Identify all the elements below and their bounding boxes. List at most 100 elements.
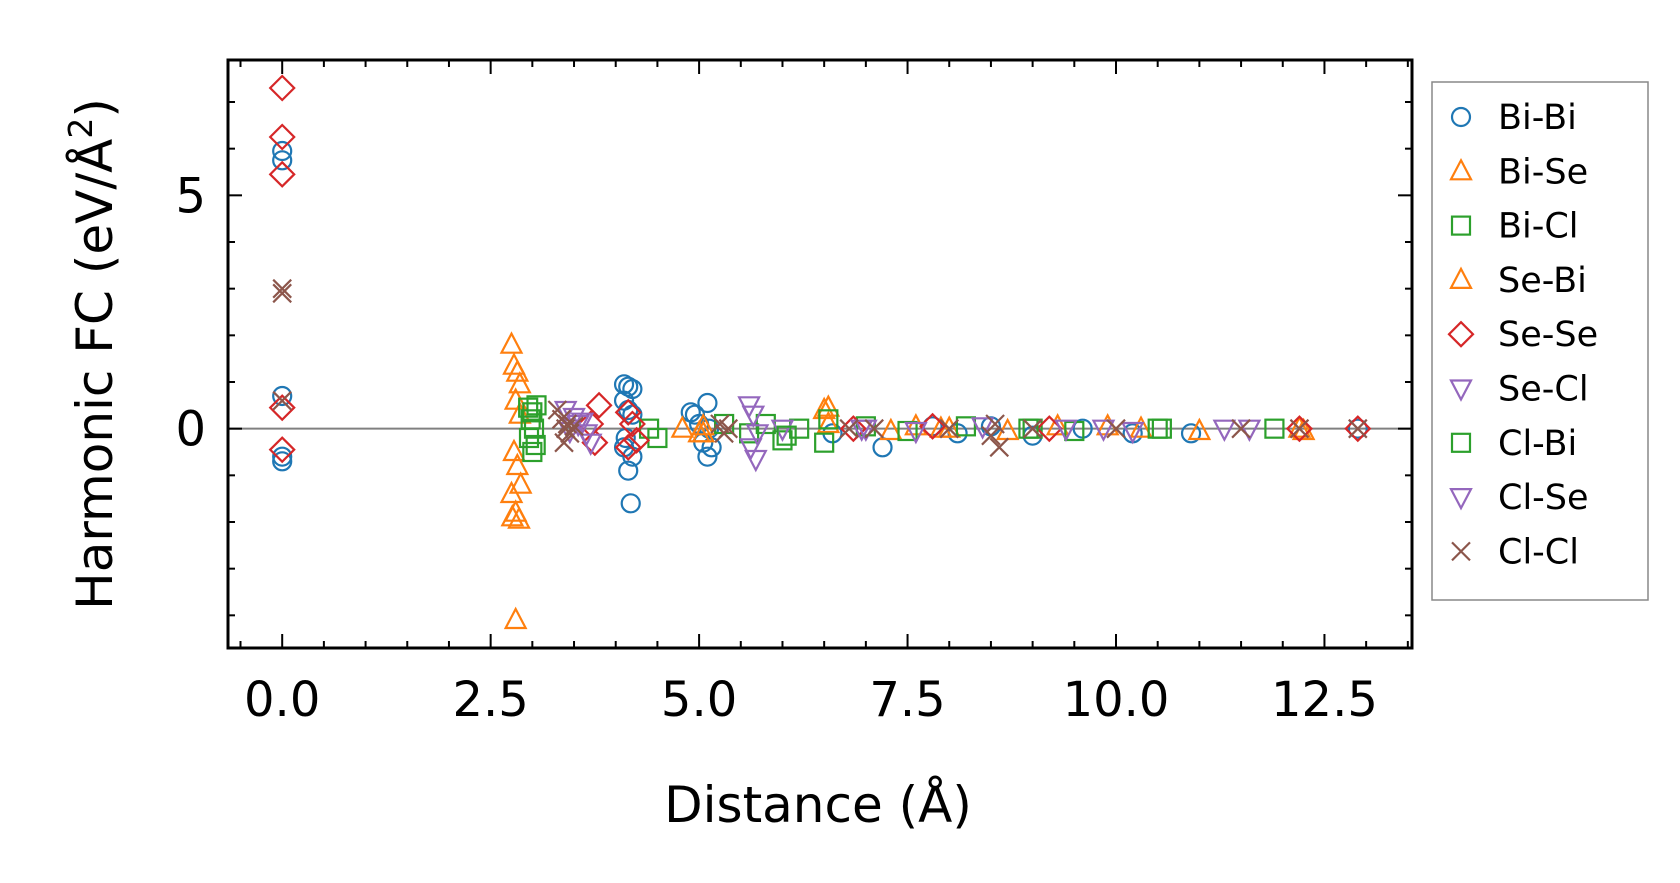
data-point-bi-bi	[618, 460, 639, 481]
data-point-bi-se	[1287, 415, 1312, 438]
data-point-cl-cl	[1289, 418, 1310, 439]
data-point-cl-cl	[1022, 418, 1043, 439]
data-point-cl-cl	[985, 414, 1005, 434]
data-point-bi-cl	[1264, 418, 1285, 439]
data-point-cl-cl	[554, 432, 574, 453]
data-point-bi-cl	[518, 427, 540, 449]
data-point-bi-cl	[647, 427, 668, 449]
axis-ticks: 0.0 2.5 5.0 7.5 10.0 12.5 0 5	[175, 60, 1412, 728]
data-point-se-se	[1285, 415, 1313, 443]
legend-label-cl-se: Cl-Se	[1498, 478, 1589, 518]
data-points	[268, 74, 1372, 630]
legend-frame	[1431, 81, 1649, 601]
data-point-bi-bi	[697, 446, 718, 467]
legend-marker-cl-se	[1449, 488, 1473, 511]
x-tick-label: 5.0	[661, 672, 737, 728]
legend-marker-cl-bi	[1450, 432, 1472, 453]
data-point-cl-cl	[1106, 418, 1126, 439]
data-point-bi-cl	[525, 434, 546, 456]
legend-label-bi-se: Bi-Se	[1498, 152, 1588, 192]
data-point-se-se	[581, 429, 609, 457]
legend-marker-bi-se	[1449, 157, 1473, 181]
data-point-bi-cl	[955, 416, 977, 437]
data-point-bi-bi	[272, 446, 293, 467]
legend-label-se-se: Se-Se	[1498, 315, 1598, 355]
data-point-bi-se	[1129, 415, 1153, 438]
legend-marker-bi-bi	[1450, 106, 1472, 128]
data-point-se-se	[268, 394, 296, 422]
data-point-cl-cl	[718, 418, 739, 439]
data-point-bi-se	[508, 471, 533, 494]
data-point-bi-se	[879, 417, 903, 441]
legend-label-cl-bi: Cl-Bi	[1498, 424, 1577, 464]
x-tick-label: 12.5	[1271, 672, 1378, 728]
data-point-se-se	[614, 398, 642, 426]
data-point-bi-bi	[620, 493, 641, 514]
legend-label-cl-cl: Cl-Cl	[1498, 532, 1579, 572]
legend-marker-se-cl	[1449, 379, 1473, 402]
data-point-se-se	[268, 74, 296, 102]
data-point-se-se	[618, 410, 646, 438]
x-tick-label: 7.5	[869, 672, 945, 728]
data-point-se-cl	[738, 438, 763, 461]
data-point-cl-cl	[564, 416, 584, 437]
data-point-bi-se	[691, 412, 716, 436]
data-point-bi-se	[503, 606, 528, 630]
data-point-bi-cl	[522, 441, 543, 463]
data-point-bi-se	[505, 359, 530, 382]
series-cl-cl	[272, 278, 1368, 458]
data-point-se-cl	[1054, 419, 1078, 443]
data-point-se-cl	[904, 421, 928, 445]
data-point-bi-se	[499, 480, 524, 504]
data-point-bi-se	[670, 415, 695, 438]
data-point-bi-cl	[814, 432, 835, 453]
x-axis-label: Distance (Å)	[664, 776, 972, 834]
data-point-cl-cl	[1348, 418, 1368, 439]
data-point-cl-cl	[557, 414, 578, 434]
data-point-se-cl	[745, 424, 770, 447]
data-point-se-cl	[578, 433, 603, 457]
data-point-cl-bi	[1018, 418, 1039, 439]
y-tick-label: 0	[175, 402, 206, 458]
x-tick-label: 0.0	[244, 672, 320, 728]
data-point-bi-se	[812, 396, 836, 420]
data-point-bi-se	[500, 503, 525, 527]
legend-label-se-cl: Se-Cl	[1498, 370, 1589, 410]
data-point-se-se	[268, 436, 296, 464]
legend-marker-se-se	[1447, 320, 1475, 348]
y-axis-label: Harmonic FC (eV/Å2)	[61, 98, 124, 610]
data-point-cl-cl	[839, 418, 859, 439]
data-point-cl-cl	[989, 437, 1010, 458]
data-point-se-se	[268, 123, 296, 151]
data-point-se-cl	[1120, 421, 1145, 445]
data-point-bi-bi	[618, 376, 639, 397]
data-point-bi-bi	[272, 385, 293, 407]
x-tick-label: 10.0	[1063, 672, 1170, 728]
data-point-cl-cl	[272, 278, 292, 299]
legend-label-bi-cl: Bi-Cl	[1498, 207, 1579, 247]
data-point-bi-se	[505, 452, 530, 476]
data-point-se-bi	[816, 394, 841, 417]
data-point-bi-cl	[522, 402, 543, 423]
data-point-cl-bi	[1151, 418, 1172, 439]
data-point-bi-cl	[789, 418, 810, 439]
legend: Bi-Bi Bi-Se Bi-Cl Se-Bi Se-Se Se-Cl Cl-Bi Cl-Se…	[1431, 81, 1649, 601]
legend-marker-se-bi	[1449, 266, 1473, 289]
legend-marker-cl-cl	[1451, 541, 1471, 562]
data-point-bi-bi	[1180, 423, 1202, 444]
data-point-bi-bi	[272, 451, 293, 472]
data-point-bi-bi	[272, 140, 293, 162]
data-point-se-se	[585, 391, 613, 419]
data-point-se-se	[614, 433, 642, 461]
data-point-bi-se	[1187, 417, 1212, 441]
data-point-bi-se	[499, 331, 524, 354]
data-point-cl-bi	[818, 409, 839, 430]
data-point-se-cl	[741, 405, 766, 429]
data-point-bi-bi	[697, 392, 718, 414]
data-point-bi-cl	[772, 430, 793, 451]
data-point-se-cl	[970, 417, 995, 440]
data-point-se-cl	[1212, 419, 1237, 443]
data-point-cl-cl	[864, 418, 884, 439]
data-point-cl-cl	[272, 283, 292, 304]
